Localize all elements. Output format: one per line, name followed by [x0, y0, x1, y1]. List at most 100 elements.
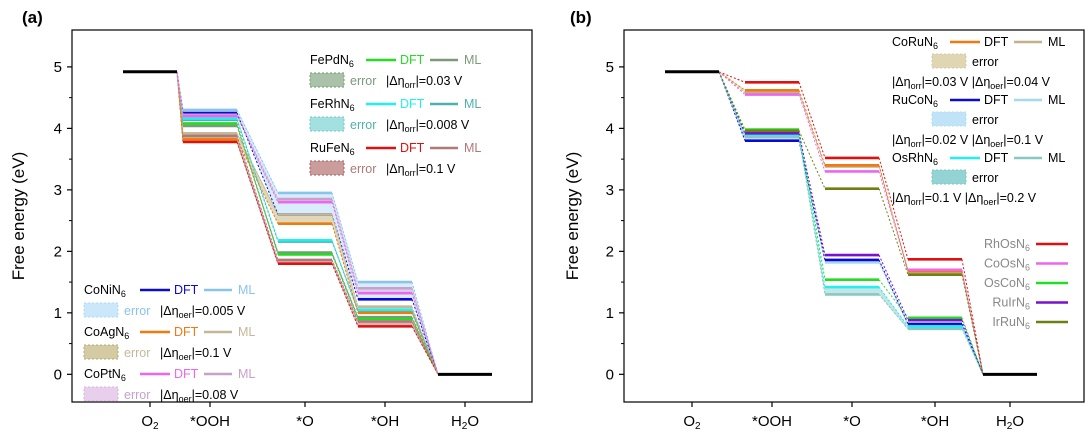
- panel-a-legend-ml-label: ML: [464, 141, 481, 155]
- panel-b-legend-error-label: error: [972, 55, 998, 69]
- panel-b-dft-connector-CoOsN6: [878, 171, 909, 270]
- panel-a-xtick-label: O2: [141, 413, 159, 432]
- panel-b-dft-connector-IrRuN6: [878, 188, 909, 275]
- panel-a-xtick-label: *OOH: [190, 413, 230, 430]
- panel-a-legend-dft-label: DFT: [174, 283, 199, 297]
- panel-b-xtick-label: *OH: [921, 413, 949, 430]
- panel-a-dft-connector-RuFeN6: [236, 141, 279, 264]
- panel-a-dft-connector-FePdN6: [236, 123, 279, 255]
- panel-a-legend-ml-label: ML: [238, 325, 255, 339]
- panel-b-ml-connector-RuCoN6: [878, 262, 909, 326]
- panel-a-legend-error-swatch: [83, 344, 119, 360]
- panel-a-legend-delta: |Δηoer|=0.005 V: [160, 304, 246, 320]
- panel-b-dft-connector-CoOsN6: [798, 94, 826, 172]
- panel-a-ml-connector-CoPtN6: [411, 288, 439, 375]
- panel-a-xtick-label: *O: [296, 413, 314, 430]
- panel-b-legend-dft-label: DFT: [984, 35, 1009, 49]
- panel-b-legend-error-swatch: [931, 53, 967, 69]
- panel-b-legend-error-label: error: [972, 113, 998, 127]
- panel-a-legend-delta: |Δηorr|=0.008 V: [386, 118, 470, 134]
- panel-a-dft-connector-CoAgN6: [411, 312, 439, 375]
- panel-a-ytick-label: 3: [54, 182, 62, 199]
- panel-b-dft-connector-RhOsN6: [718, 71, 746, 83]
- panel-b-dft-connector-CoRuN6: [798, 90, 826, 166]
- panel-b-legend-dft-label: DFT: [984, 93, 1009, 107]
- panel-a-dft-connector-RuFeN6: [331, 263, 359, 327]
- panel-a-ytick-label: 2: [54, 243, 62, 260]
- panel-b-xtick-label: H2O: [996, 413, 1024, 432]
- panel-a-ml-connector-CoPtN6: [331, 198, 359, 289]
- panel-b-legend-dft-label: DFT: [984, 151, 1009, 165]
- panel-b-legend-name: RuCoN6: [892, 93, 938, 109]
- panel-a-legend-name: CoAgN6: [84, 325, 129, 341]
- panel-b-legend-name: CoRuN6: [892, 35, 938, 51]
- panel-b-legend-line-name: OsCoN6: [984, 276, 1030, 292]
- panel-b-dft-connector-OsRhN6: [878, 286, 909, 327]
- panel-b-frame: [623, 29, 1085, 403]
- panel-a-frame: [71, 29, 533, 403]
- panel-b-dft-connector-RuIrN6: [798, 133, 826, 256]
- panel-a-ytick-label: 4: [54, 120, 62, 137]
- panel-b-legend-error-swatch: [931, 169, 967, 185]
- panel-b-dft-connector-RuIrN6: [961, 320, 984, 375]
- panel-a-legend-ml-label: ML: [238, 367, 255, 381]
- panel-a-legend-error-swatch: [309, 72, 345, 88]
- panel-b-ml-connector-OsRhN6: [798, 136, 826, 295]
- panel-a-dft-connector-CoAgN6: [331, 223, 359, 313]
- panel-a-dft-connector-CoPtN6: [176, 71, 184, 117]
- panel-b-dft-connector-RhOsN6: [798, 82, 826, 159]
- panel-a-legend-error-label: error: [124, 346, 150, 360]
- panel-b-legend-error-swatch: [931, 111, 967, 127]
- panel-b-ytick-label: 2: [606, 243, 614, 260]
- panel-b-dft-connector-IrRuN6: [961, 274, 984, 375]
- panel-a-xtick-label: H2O: [451, 413, 479, 432]
- panel-a-legend-error-swatch: [83, 302, 119, 318]
- panel-b-dft-connector-OsCoN6: [798, 129, 826, 280]
- panel-b-legend-delta: |Δηorr|=0.02 V |Δηoer|=0.1 V: [892, 133, 1044, 149]
- panel-a-legend-error-label: error: [124, 388, 150, 402]
- panel-a-legend-error-label: error: [350, 74, 376, 88]
- panel-a-legend-error-label: error: [350, 118, 376, 132]
- panel-b-legend-line-name: CoOsN6: [984, 257, 1030, 273]
- panel-a-legend-dft-label: DFT: [400, 97, 425, 111]
- panel-b-ytick-label: 4: [606, 120, 614, 137]
- panel-a-ml-connector-CoNiN6: [236, 109, 279, 194]
- panel-b-legend-line-name: RhOsN6: [984, 237, 1030, 253]
- panel-b-xtick-label: O2: [683, 413, 701, 432]
- panel-b-dft-connector-OsRhN6: [798, 134, 826, 288]
- panel-b-dft-connector-RhOsN6: [961, 259, 984, 375]
- panel-a-legend-dft-label: DFT: [174, 367, 199, 381]
- panel-a-legend-error-swatch: [309, 160, 345, 176]
- panel-a-ytick-label: 0: [54, 366, 62, 383]
- panel-a-legend-dft-label: DFT: [174, 325, 199, 339]
- panel-b-ytick-label: 1: [606, 305, 614, 322]
- panel-b-dft-connector-RhOsN6: [878, 157, 909, 260]
- panel-b-xtick-label: *O: [843, 413, 861, 430]
- panel-a-dft-connector-CoNiN6: [331, 214, 359, 300]
- panel-b-legend-ml-label: ML: [1048, 35, 1065, 49]
- panel-a-legend-name: RuFeN6: [310, 141, 355, 157]
- panel-b-ml-connector-OsRhN6: [878, 294, 909, 330]
- panel-a-dft-connector-CoNiN6: [411, 299, 439, 375]
- panel-b-legend-ml-label: ML: [1048, 151, 1065, 165]
- panel-a-legend-delta: |Δηoer|=0.08 V: [160, 388, 239, 404]
- panel-a-ytick-label: 1: [54, 305, 62, 322]
- panel-a-ml-connector-CoAgN6: [411, 306, 439, 375]
- panel-a-legend-name: FeRhN6: [310, 97, 355, 113]
- panel-b-dft-connector-RuCoN6: [798, 140, 826, 261]
- panel-a-legend-name: CoNiN6: [84, 283, 126, 299]
- panel-a-dft-connector-RuFeN6: [411, 326, 439, 375]
- panel-a-legend-ml-label: ML: [238, 283, 255, 297]
- panel-b-ylabel: Free energy (eV): [563, 152, 582, 281]
- panel-a-legend-name: CoPtN6: [84, 367, 126, 383]
- panel-a-label: (a): [22, 8, 43, 27]
- panel-a-legend-error-swatch: [83, 386, 119, 402]
- panel-b-legend-delta: |Δηorr|=0.03 V |Δηoer|=0.04 V: [892, 75, 1051, 91]
- panel-a-xtick-label: *OH: [371, 413, 399, 430]
- panel-a-legend-name: FePdN6: [310, 53, 354, 69]
- panel-a-legend-ml-label: ML: [464, 97, 481, 111]
- panel-a-ml-connector-CoAgN6: [236, 133, 279, 215]
- panel-a-legend-delta: |Δηoer|=0.1 V: [160, 346, 232, 362]
- panel-a-legend-delta: |Δηorr|=0.03 V: [386, 74, 463, 90]
- panel-a-dft-connector-CoAgN6: [176, 71, 184, 140]
